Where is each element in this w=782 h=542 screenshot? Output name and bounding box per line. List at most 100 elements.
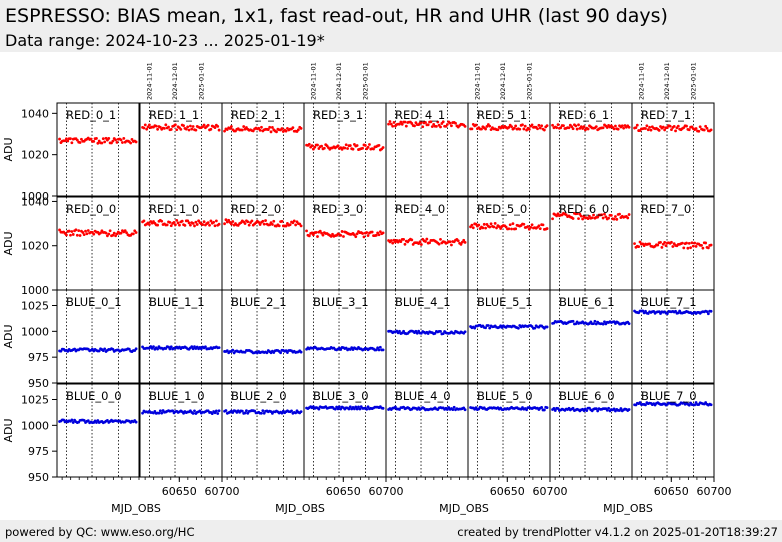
panel-frame (549, 383, 633, 478)
data-point (618, 409, 621, 412)
panel-blue-0-1: BLUE_0_1 (56, 289, 140, 384)
data-point (134, 231, 138, 234)
data-point (354, 235, 358, 239)
data-point (489, 128, 493, 132)
panel-frame (221, 289, 305, 384)
data-point (620, 124, 624, 128)
data-point (131, 232, 135, 236)
data-point (374, 348, 378, 352)
data-point (607, 406, 610, 410)
data-point (687, 403, 691, 407)
data-point (321, 233, 325, 237)
data-point (217, 128, 221, 132)
data-point (69, 233, 72, 237)
data-point (614, 124, 617, 128)
data-point (439, 237, 442, 241)
data-point (277, 224, 281, 228)
data-point (217, 346, 221, 350)
data-point (689, 246, 692, 250)
data-point (190, 127, 194, 131)
data-point (421, 125, 425, 129)
data-point (92, 232, 96, 236)
data-point (545, 325, 549, 329)
trend-plot-grid: RED_0_1 RED_1_1 2024-11-01 2024-12-01 2025-0… (2, 62, 732, 515)
data-point (86, 229, 90, 232)
data-point (355, 232, 359, 236)
data-point (70, 141, 74, 145)
data-point (556, 212, 560, 216)
data-point (317, 147, 321, 150)
panel-label: RED_1_0 (149, 202, 199, 216)
panel-frame (385, 289, 469, 384)
panel-frame (303, 196, 387, 291)
data-point (318, 229, 322, 233)
data-point (70, 418, 74, 422)
panel-label: RED_2_0 (231, 202, 281, 216)
data-point (456, 239, 460, 243)
panel-label: RED_2_1 (231, 108, 281, 122)
data-point (522, 222, 526, 226)
data-point (586, 217, 590, 221)
data-point (493, 221, 497, 225)
data-point (305, 229, 308, 233)
data-point (288, 223, 292, 227)
data-point (592, 213, 595, 217)
panel-label: BLUE_5_1 (477, 295, 533, 309)
data-point (399, 240, 403, 244)
date-label: 2024-11-01 (637, 62, 645, 100)
data-point (612, 407, 616, 411)
data-point (486, 324, 490, 327)
data-point (414, 121, 418, 125)
data-point (522, 127, 526, 131)
data-point (454, 121, 457, 125)
data-point (706, 312, 710, 316)
x-tick-label: 60650 (326, 485, 361, 498)
data-point (208, 223, 211, 227)
data-point (96, 141, 100, 145)
data-point (551, 217, 554, 221)
data-point (209, 127, 213, 131)
data-point (570, 125, 574, 129)
data-point (463, 124, 467, 128)
data-point (365, 231, 369, 234)
data-point (214, 219, 218, 223)
panel-frame (385, 102, 469, 197)
panel-label: RED_5_0 (477, 202, 527, 216)
data-point (314, 230, 318, 234)
data-point (459, 242, 463, 246)
y-tick-label: 1000 (21, 419, 49, 432)
y-axis-label: ADU (2, 137, 15, 161)
data-point (398, 122, 401, 126)
data-point (264, 219, 267, 222)
panel-label: BLUE_5_0 (477, 389, 533, 403)
data-point (119, 231, 123, 235)
data-point (225, 349, 229, 353)
data-point (644, 127, 647, 130)
data-point (212, 220, 216, 224)
data-point (184, 127, 188, 131)
data-point (508, 223, 512, 227)
data-point (191, 347, 195, 351)
page-subtitle: Data range: 2024-10-23 ... 2025-01-19* (5, 31, 325, 50)
data-point (216, 412, 220, 415)
data-point (275, 130, 278, 134)
data-point (372, 147, 375, 151)
data-point (674, 129, 677, 133)
data-point (69, 137, 72, 141)
x-tick-label: 60700 (697, 485, 732, 498)
data-point (75, 233, 79, 237)
data-point (103, 140, 107, 144)
panel-label: BLUE_0_1 (66, 295, 122, 309)
panel-label: RED_6_1 (559, 108, 609, 122)
data-point (510, 227, 513, 231)
data-point (575, 212, 579, 216)
data-point (257, 220, 261, 224)
data-point (672, 124, 676, 128)
data-point (103, 347, 107, 351)
data-point (365, 407, 369, 411)
data-point (258, 128, 262, 132)
data-point (179, 127, 183, 131)
panel-red-5-0: RED_5_0 (467, 196, 551, 291)
data-point (75, 138, 79, 142)
data-point (627, 322, 631, 326)
